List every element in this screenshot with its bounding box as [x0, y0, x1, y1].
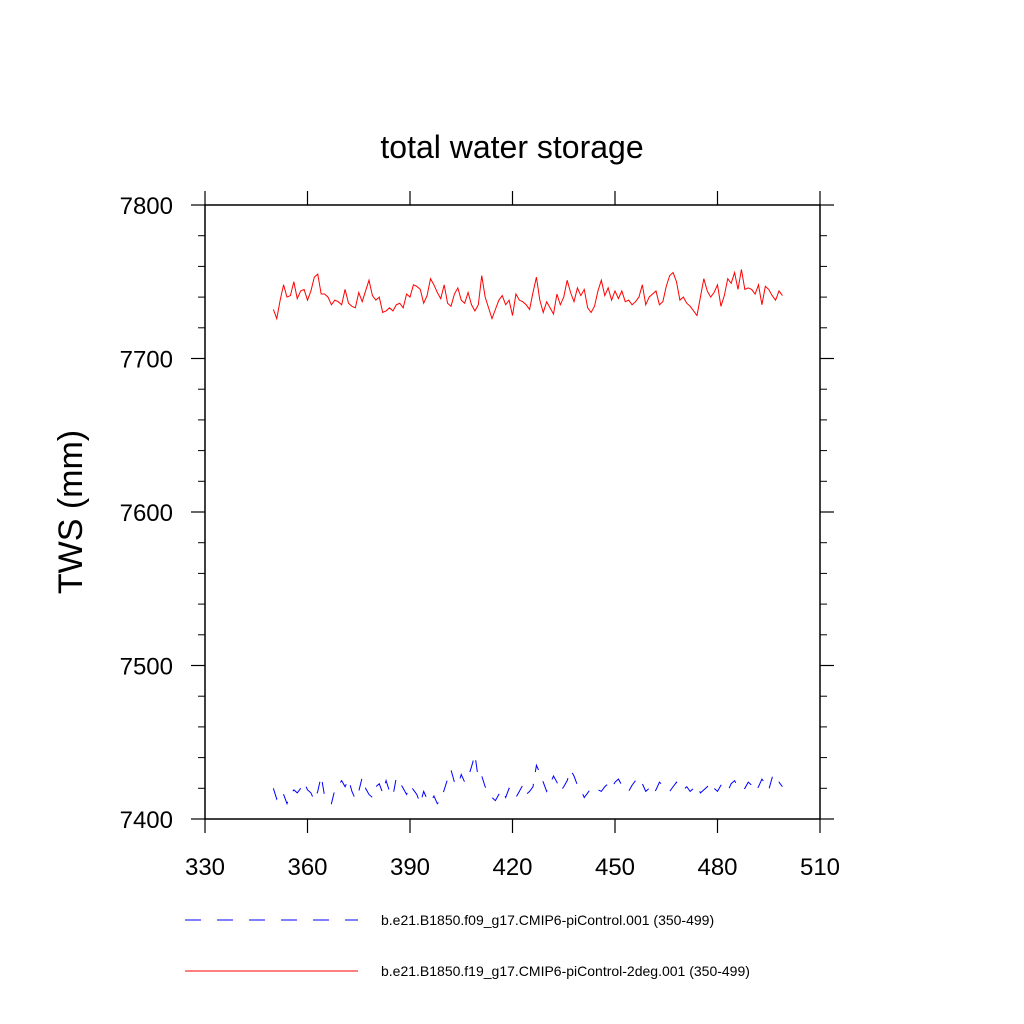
chart-title: total water storage — [380, 129, 643, 165]
y-tick-label: 7800 — [120, 193, 173, 220]
y-axis-label: TWS (mm) — [52, 430, 90, 594]
legend: b.e21.B1850.f09_g17.CMIP6-piControl.001 … — [185, 912, 750, 979]
y-tick-label: 7600 — [120, 500, 173, 527]
series-line — [272, 269, 783, 321]
y-tick-label: 7400 — [120, 807, 173, 834]
axis-ticks — [191, 191, 834, 833]
legend-label: b.e21.B1850.f19_g17.CMIP6-piControl-2deg… — [381, 963, 750, 979]
x-tick-label: 360 — [287, 854, 327, 881]
y-tick-label: 7500 — [120, 654, 173, 681]
axis-tick-labels: 330 360 390 420 450 480 510 7400 7500 7600 7700 780… — [120, 193, 840, 881]
legend-label: b.e21.B1850.f09_g17.CMIP6-piControl.001 … — [381, 912, 714, 928]
y-tick-label: 7700 — [120, 347, 173, 374]
x-tick-label: 480 — [697, 854, 737, 881]
x-tick-label: 510 — [800, 854, 840, 881]
x-tick-label: 390 — [390, 854, 430, 881]
series-line — [272, 754, 783, 806]
series-layer — [272, 269, 783, 806]
x-tick-label: 450 — [595, 854, 635, 881]
x-tick-label: 420 — [492, 854, 532, 881]
x-tick-label: 330 — [185, 854, 225, 881]
